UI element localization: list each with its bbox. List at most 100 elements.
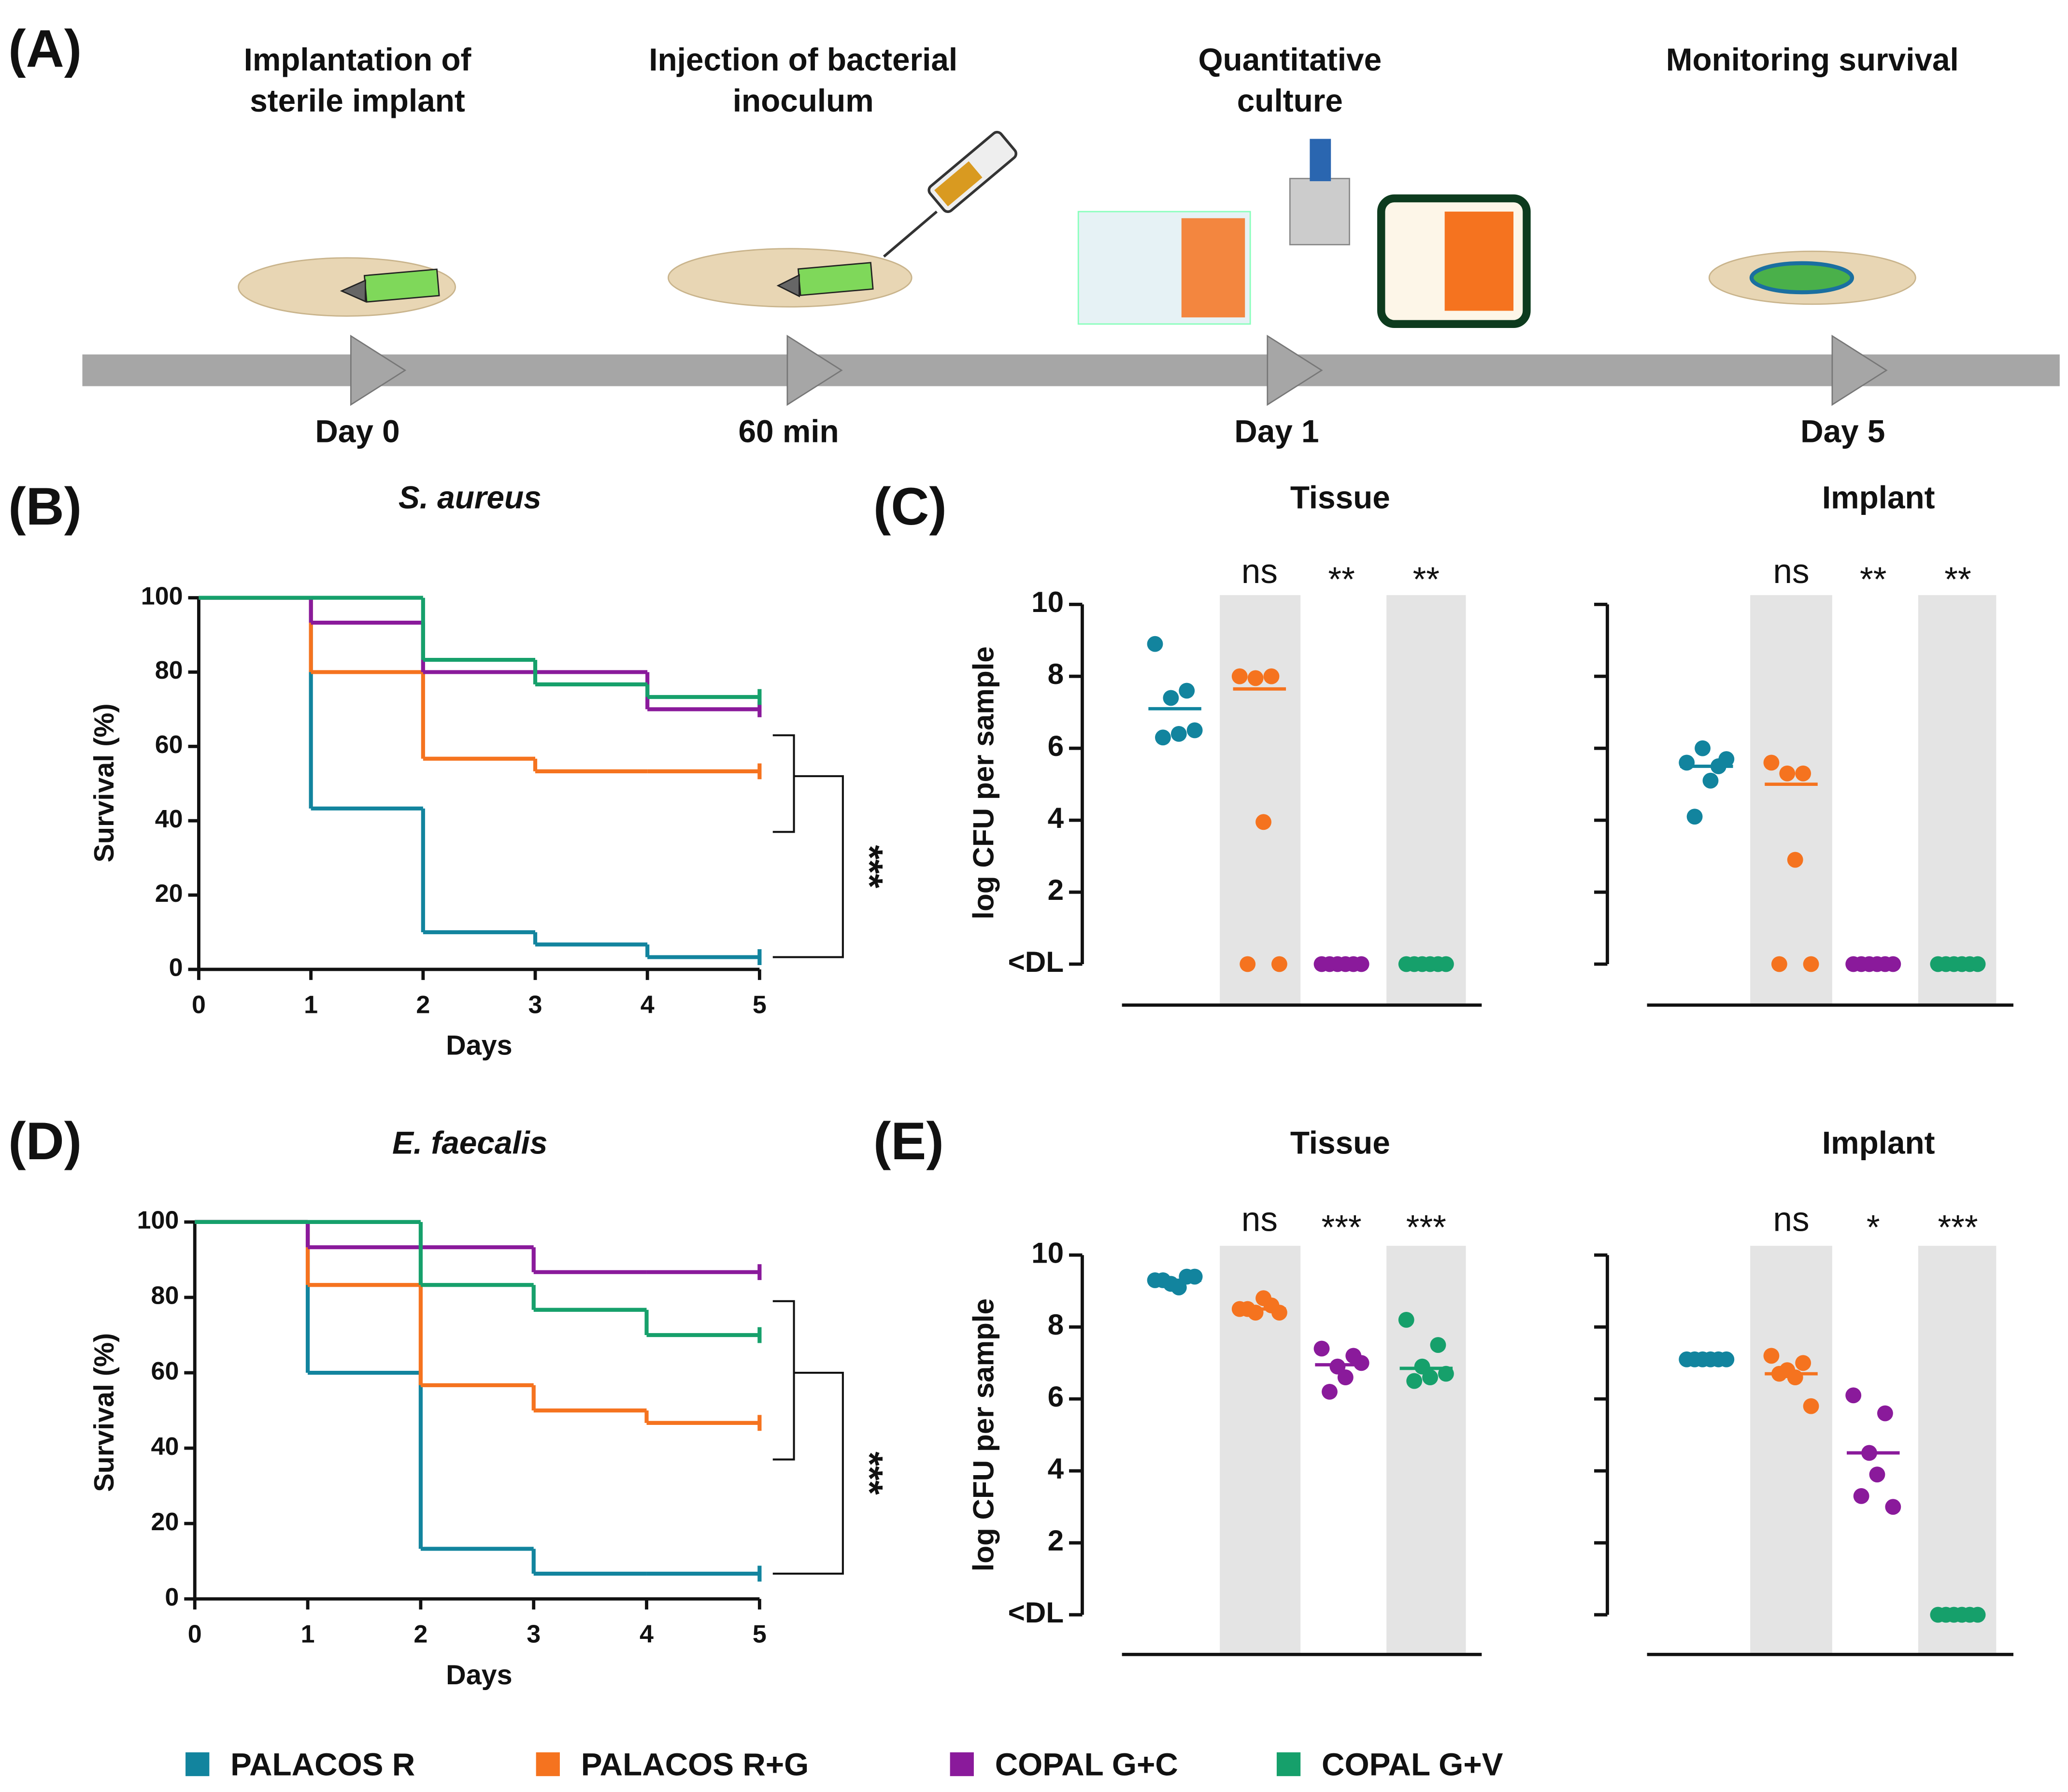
data-point <box>1877 1405 1893 1422</box>
y-tick-label: <DL <box>1008 1596 1064 1629</box>
data-point <box>1337 1369 1354 1386</box>
data-point <box>1163 690 1179 706</box>
data-point <box>1247 670 1264 686</box>
y-tick-label: 0 <box>165 1583 179 1611</box>
chart-title: E. faecalis <box>392 1125 547 1160</box>
bracket <box>772 1300 795 1461</box>
data-point <box>1271 956 1287 972</box>
chart-title: Tissue <box>1290 480 1390 515</box>
step-title: inoculum <box>733 83 874 118</box>
significance: ns <box>1241 1201 1278 1239</box>
significance: * <box>1867 1209 1880 1247</box>
data-point <box>1255 814 1271 830</box>
data-point <box>1422 956 1438 972</box>
data-point <box>1686 809 1703 825</box>
data-point <box>1695 740 1711 756</box>
data-point <box>1255 1290 1271 1307</box>
panel-label: (A) <box>8 19 82 78</box>
y-tick-label: 80 <box>151 1282 179 1310</box>
data-point <box>1885 956 1901 972</box>
group-shade <box>1918 1246 1997 1655</box>
y-tick-label: 20 <box>151 1508 179 1536</box>
data-point <box>1853 956 1869 972</box>
y-tick-label: 20 <box>155 880 183 908</box>
x-tick-label: 4 <box>640 1621 654 1649</box>
significance: *** <box>849 1451 890 1495</box>
data-point <box>1322 1383 1338 1400</box>
data-point <box>1787 1369 1803 1386</box>
significance: *** <box>849 845 890 888</box>
data-point <box>1147 636 1163 652</box>
step-time: Day 5 <box>1800 413 1885 449</box>
significance: ** <box>1413 561 1440 599</box>
y-tick-label: 40 <box>155 805 183 833</box>
data-point <box>1853 1488 1869 1504</box>
bracket <box>772 775 844 958</box>
data-point <box>1271 1305 1287 1321</box>
data-point <box>1179 683 1195 699</box>
data-point <box>1803 956 1819 972</box>
data-point <box>1422 1369 1438 1386</box>
data-point <box>1938 956 1954 972</box>
x-tick-label: 4 <box>641 991 655 1019</box>
y-axis-label: log CFU per sample <box>967 1298 999 1572</box>
data-point <box>1438 956 1454 972</box>
data-point <box>1771 956 1787 972</box>
y-axis-label: Survival (%) <box>89 1333 120 1492</box>
group-shade <box>1750 595 1832 1005</box>
data-point <box>1155 729 1171 746</box>
significance: ns <box>1773 553 1809 591</box>
data-point <box>1170 1279 1187 1295</box>
x-axis-label: Days <box>446 1030 512 1061</box>
step-title: sterile implant <box>250 83 465 118</box>
y-tick-label: 2 <box>1048 873 1064 906</box>
step-title: culture <box>1237 83 1343 118</box>
legend-label: COPAL G+V <box>1322 1747 1503 1782</box>
x-tick-label: 5 <box>753 991 767 1019</box>
y-tick-label: <DL <box>1008 945 1064 978</box>
panel-label: (E) <box>873 1112 944 1171</box>
significance: ** <box>1860 561 1886 599</box>
y-tick-label: 6 <box>1048 1380 1064 1413</box>
x-tick-label: 0 <box>192 991 206 1019</box>
y-tick-label: 0 <box>169 954 183 982</box>
step-title: Quantitative <box>1198 42 1382 77</box>
data-point <box>1186 722 1203 739</box>
data-point <box>1170 725 1187 742</box>
data-point <box>1263 668 1280 684</box>
group-shade <box>1220 595 1301 1005</box>
data-point <box>1406 1373 1423 1389</box>
data-point <box>1969 1607 1986 1623</box>
x-tick-label: 5 <box>753 1621 767 1649</box>
y-tick-label: 8 <box>1048 657 1064 690</box>
x-tick-label: 1 <box>304 991 318 1019</box>
significance: ** <box>1944 561 1971 599</box>
y-tick-label: 10 <box>1031 585 1064 618</box>
data-point <box>1869 956 1885 972</box>
y-tick-label: 4 <box>1048 1452 1064 1485</box>
y-tick-label: 100 <box>137 1207 179 1235</box>
timeline-art <box>82 130 2060 406</box>
significance: ns <box>1241 553 1278 591</box>
step-time: Day 0 <box>315 413 399 449</box>
y-tick-label: 2 <box>1048 1524 1064 1557</box>
data-point <box>1406 956 1423 972</box>
y-axis-label: Survival (%) <box>89 703 120 862</box>
data-point <box>1313 1340 1330 1357</box>
data-point <box>1969 956 1986 972</box>
chart-title: Implant <box>1822 480 1935 515</box>
significance: *** <box>1938 1209 1978 1247</box>
x-tick-label: 2 <box>414 1621 428 1649</box>
group-shade <box>1386 595 1466 1005</box>
data-point <box>1353 1355 1369 1371</box>
data-point <box>1231 668 1248 684</box>
data-point <box>1869 1466 1885 1483</box>
step-time: Day 1 <box>1234 413 1319 449</box>
data-point <box>1803 1398 1819 1414</box>
legend-swatch <box>185 1752 210 1777</box>
step-title: Monitoring survival <box>1666 42 1959 77</box>
group-shade <box>1386 1246 1466 1655</box>
data-point <box>1679 754 1695 771</box>
y-tick-label: 80 <box>155 656 183 684</box>
